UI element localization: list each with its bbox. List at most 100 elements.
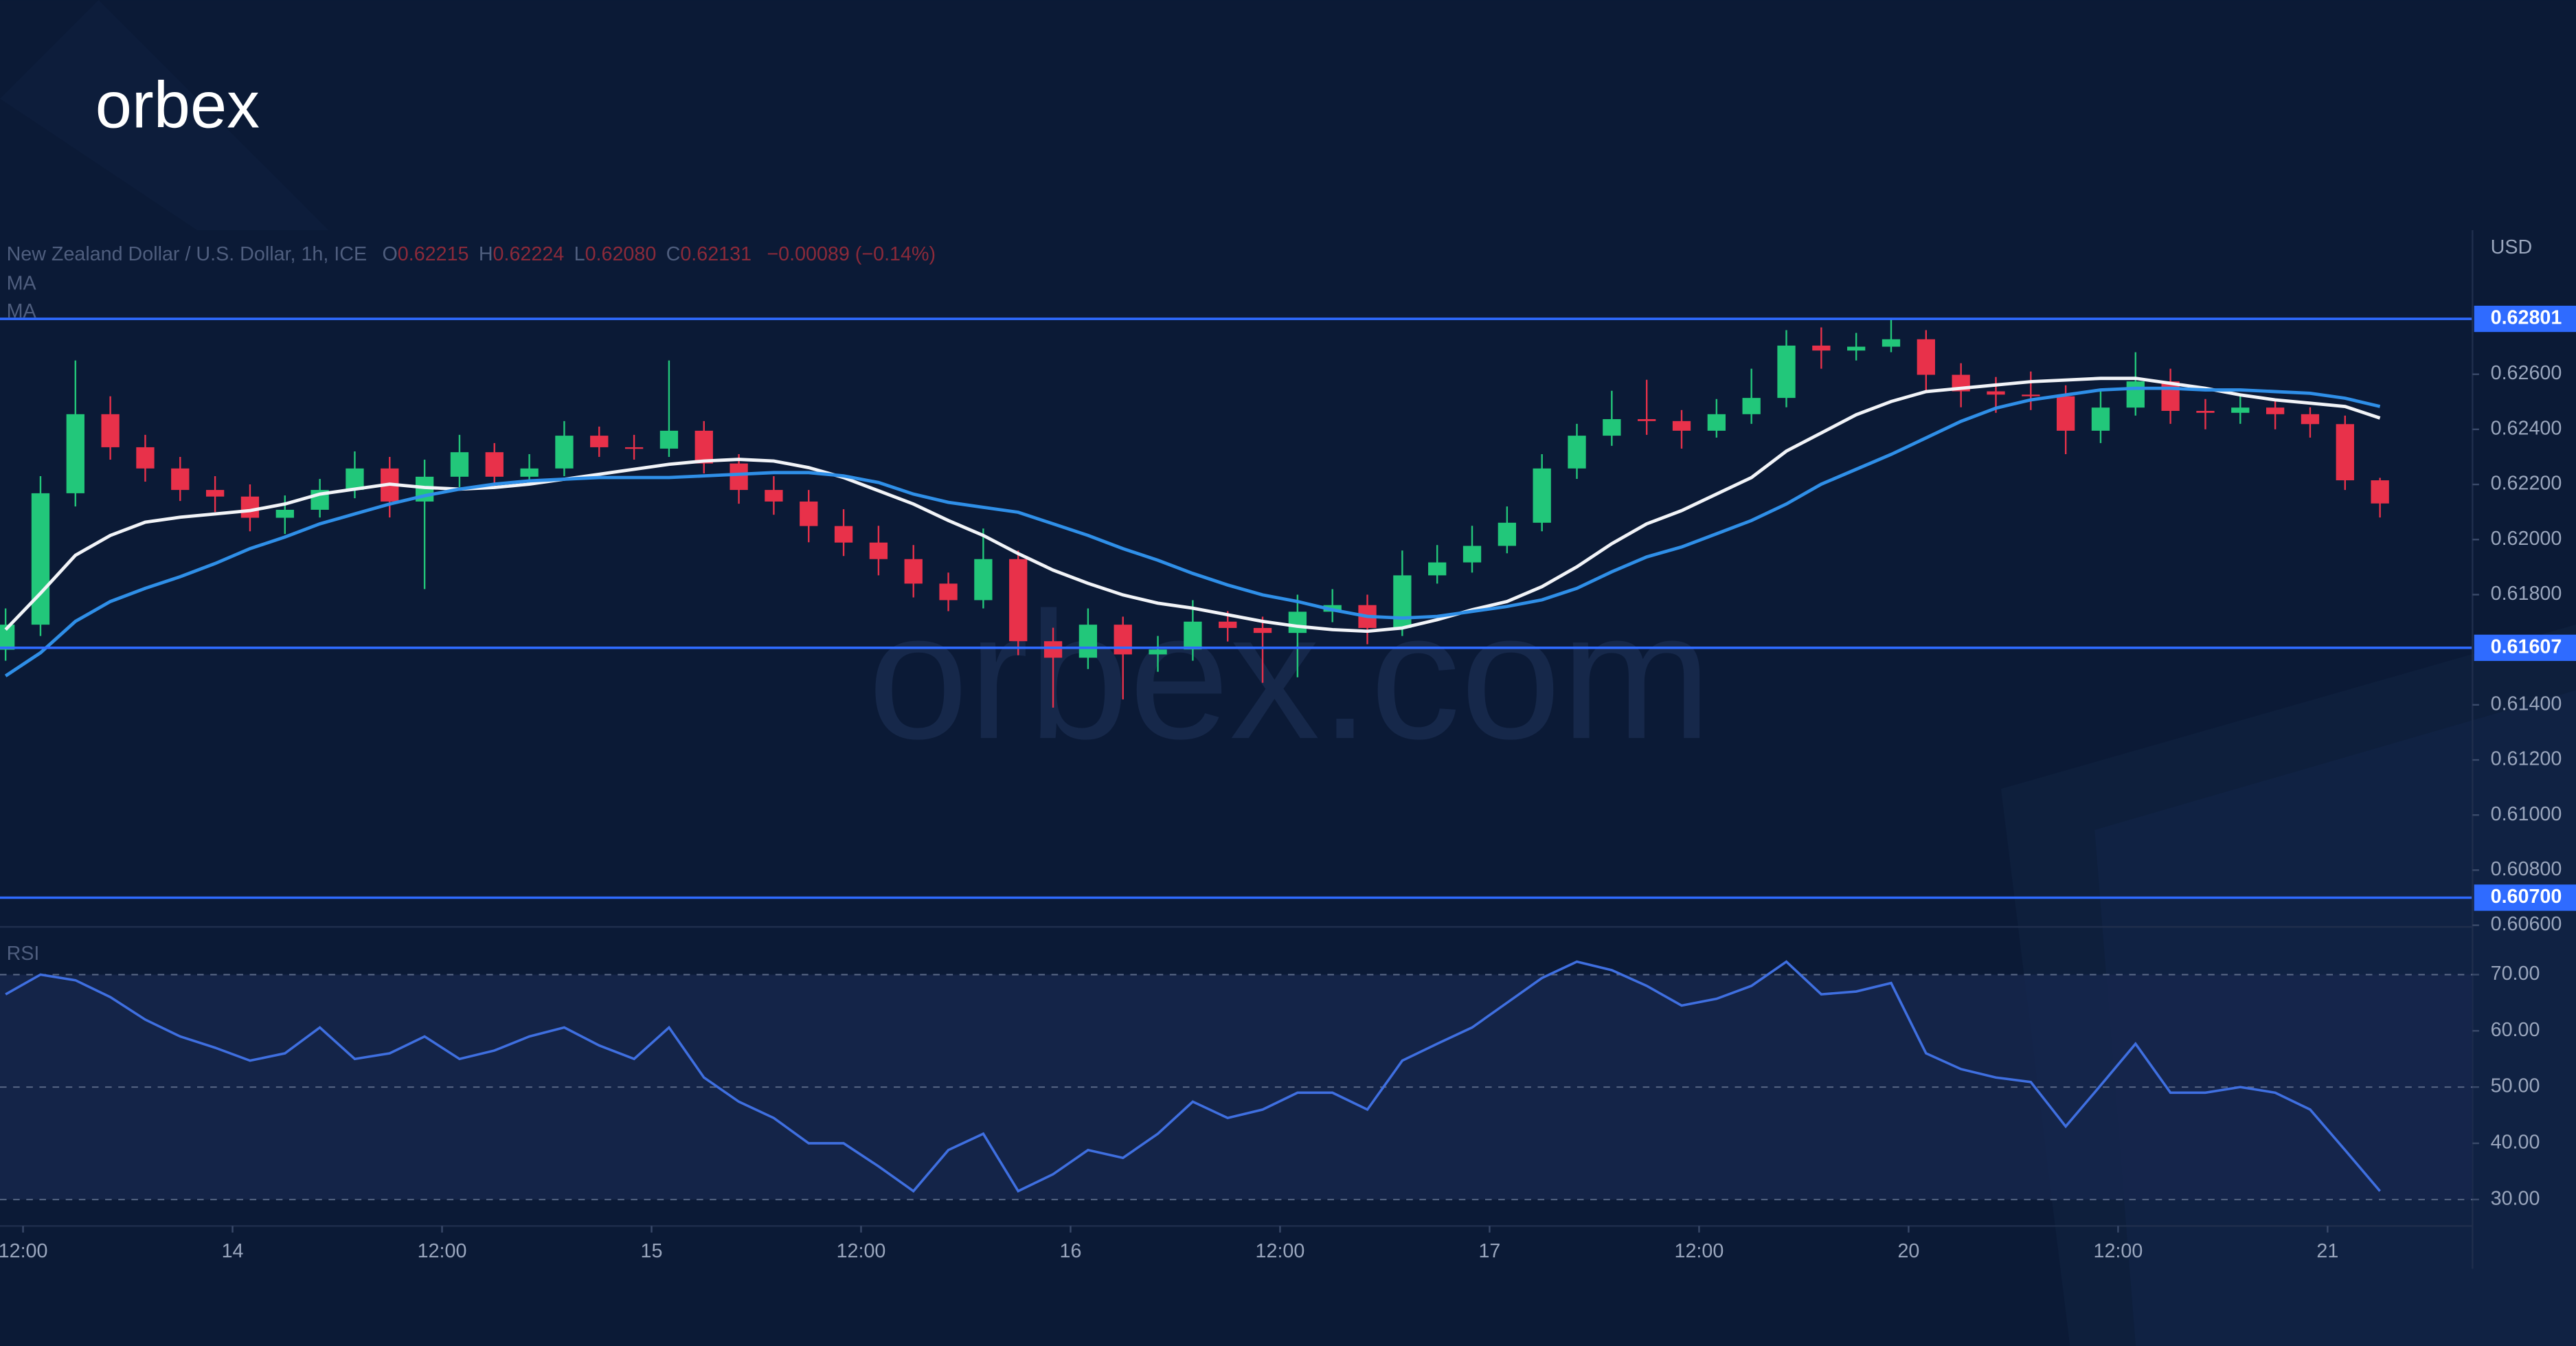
- price-pane: [0, 319, 2389, 708]
- rsi-tick-label: 70.00: [2491, 963, 2540, 985]
- candle-body: [520, 468, 539, 477]
- candle-body: [2022, 394, 2040, 396]
- x-tick-label: 15: [641, 1240, 663, 1262]
- candle-body: [1114, 625, 1132, 655]
- candle-body: [2196, 411, 2215, 413]
- ohlc-value: 0.62131: [680, 243, 752, 265]
- overlay: 0.62801 0.61607 0.60700: [0, 305, 2576, 911]
- x-tick-label: 17: [1478, 1240, 1500, 1262]
- x-tick-label: 12:00: [1675, 1240, 1724, 1262]
- candle-body: [1219, 621, 1237, 628]
- y-tick-label: 0.62400: [2491, 417, 2562, 439]
- x-tick-label: 14: [222, 1240, 244, 1262]
- candle-body: [1707, 414, 1726, 431]
- y-tick-label: 0.62600: [2491, 362, 2562, 384]
- candle-body: [1009, 559, 1028, 642]
- candle-body: [1253, 627, 1272, 633]
- y-tick-label: 0.61400: [2491, 693, 2562, 715]
- ohlc-key: O: [382, 243, 397, 265]
- candle-body: [240, 496, 260, 518]
- change: −0.00089 (−0.14%): [767, 243, 936, 265]
- level-tag: [2474, 884, 2576, 911]
- candle-body: [730, 463, 748, 491]
- candle-body: [2301, 414, 2320, 425]
- candle-body: [1184, 621, 1202, 650]
- candle-body: [346, 468, 364, 491]
- rsi-tick-label: 30.00: [2491, 1187, 2540, 1209]
- candle-body: [659, 430, 679, 449]
- candle-body: [1847, 346, 1866, 351]
- candle-body: [2126, 381, 2145, 408]
- ohlc-key: H: [479, 243, 493, 265]
- x-tick-label: 16: [1060, 1240, 1082, 1262]
- candle-body: [1882, 339, 1901, 347]
- candle-body: [1498, 522, 1517, 546]
- ohlc-value: 0.62215: [398, 243, 469, 265]
- candle-body: [1568, 436, 1586, 469]
- candle-body: [1603, 419, 1621, 436]
- level-tag: [2474, 634, 2576, 661]
- candle-body: [624, 447, 644, 449]
- candle-body: [101, 414, 120, 447]
- candle-body: [1428, 562, 1447, 576]
- y-tick-label: 0.61000: [2491, 803, 2562, 825]
- candle-body: [136, 447, 155, 469]
- candle-body: [1288, 612, 1307, 633]
- candle-body: [1742, 398, 1761, 414]
- y-tick-label: 0.61200: [2491, 748, 2562, 770]
- candle-body: [694, 430, 713, 464]
- candle-body: [275, 509, 294, 518]
- watermark: orbex.com: [868, 574, 1711, 776]
- y-tick-label: 0.62200: [2491, 473, 2562, 495]
- candle-body: [171, 468, 190, 491]
- candle-body: [1533, 468, 1551, 523]
- x-tick-label: 21: [2316, 1240, 2338, 1262]
- ma-line: [4, 386, 2381, 677]
- candle-body: [939, 583, 958, 601]
- candle-body: [974, 559, 993, 601]
- level-label: 0.62801: [2491, 307, 2562, 329]
- rsi-tick-label: 40.00: [2491, 1132, 2540, 1154]
- candle-body: [1917, 339, 1935, 375]
- candle-body: [1812, 345, 1831, 351]
- rsi-title: RSI: [7, 943, 40, 965]
- logo: orbex: [95, 69, 260, 142]
- symbol: New Zealand Dollar / U.S. Dollar, 1h, IC…: [7, 243, 368, 265]
- candle-body: [2336, 424, 2354, 481]
- candle-body: [869, 542, 888, 559]
- candle-body: [2161, 381, 2180, 412]
- y-tick-label: 0.62000: [2491, 528, 2562, 550]
- rsi-tick-label: 50.00: [2491, 1075, 2540, 1097]
- x-tick-label: 12:00: [2093, 1240, 2143, 1262]
- candle-body: [485, 452, 504, 477]
- candle-body: [2091, 407, 2110, 431]
- currency: USD: [2491, 236, 2533, 258]
- y-tick-label: 0.60600: [2491, 913, 2562, 935]
- ohlc-key: C: [666, 243, 681, 265]
- candle-body: [205, 490, 225, 497]
- candle-body: [2266, 407, 2285, 414]
- level-label: 0.60700: [2491, 886, 2562, 908]
- candle-body: [1987, 391, 2005, 395]
- candle-body: [1638, 419, 1656, 421]
- candle-body: [1672, 420, 1691, 431]
- ma-line: [4, 377, 2381, 633]
- candle-body: [800, 501, 818, 526]
- ma-legend: MA: [7, 300, 37, 322]
- ohlc-value: 0.62080: [585, 243, 657, 265]
- candle-body: [1043, 641, 1063, 658]
- x-tick-label: 12:00: [418, 1240, 467, 1262]
- x-tick-label: 12:00: [0, 1240, 47, 1262]
- x-tick-label: 20: [1897, 1240, 1919, 1262]
- ma-legend: MA: [7, 272, 37, 294]
- candle-body: [2231, 407, 2250, 413]
- y-tick-label: 0.60800: [2491, 858, 2562, 880]
- legend-title: New Zealand Dollar / U.S. Dollar, 1h, IC…: [7, 243, 936, 265]
- level-tag: [2474, 305, 2576, 333]
- candle-body: [1393, 575, 1412, 628]
- candle-body: [0, 625, 15, 650]
- candle-body: [1462, 546, 1482, 563]
- y-tick-label: 0.61800: [2491, 583, 2562, 605]
